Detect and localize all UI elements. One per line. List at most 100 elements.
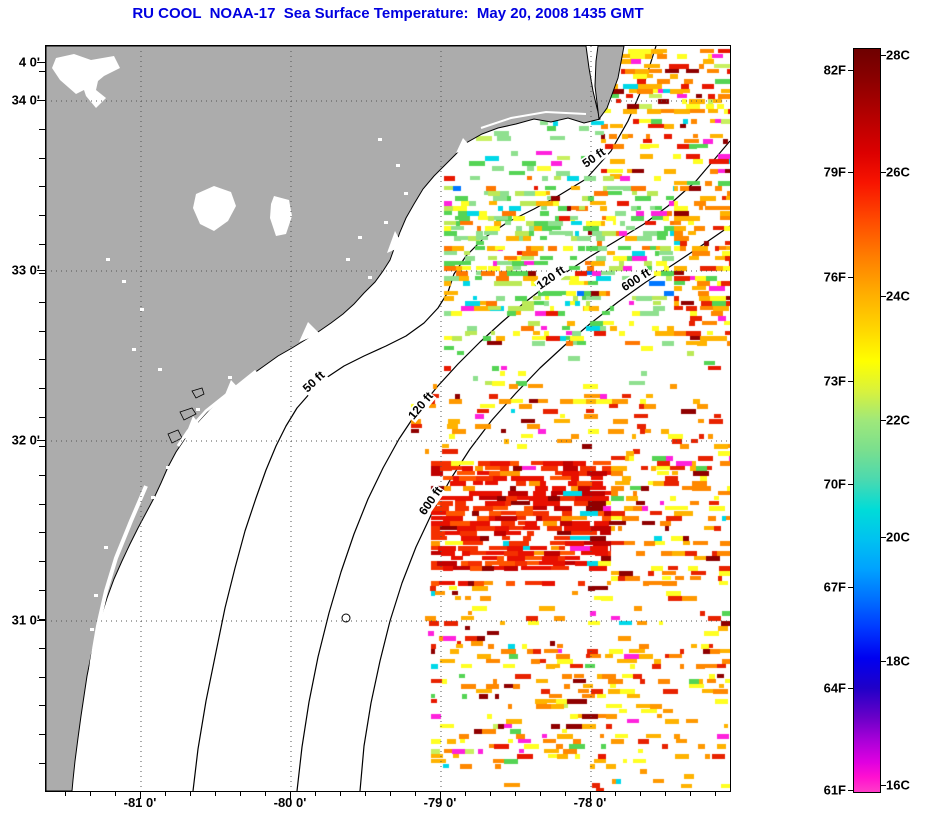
colorbar-tick	[848, 381, 853, 382]
axis-minor-tick	[39, 359, 45, 360]
axis-minor-tick	[540, 791, 541, 796]
axis-minor-tick	[39, 388, 45, 389]
colorbar-tick	[881, 420, 886, 421]
axis-minor-tick	[340, 791, 341, 796]
cloud-speck	[404, 192, 408, 195]
cloud-mask-patch	[52, 54, 120, 94]
sst-pixel-layer	[46, 46, 730, 791]
axis-minor-tick	[39, 504, 45, 505]
land-coastline-layer	[46, 46, 730, 791]
axis-minor-tick	[65, 791, 66, 796]
colorbar-fahrenheit-label: 79F	[823, 164, 846, 180]
axis-major-tick	[590, 791, 591, 799]
y-axis-tick-label: 32 0'	[11, 432, 40, 448]
axis-minor-tick	[39, 561, 45, 562]
y-axis-tick-label: 34 0'	[11, 92, 40, 108]
axis-minor-tick	[240, 791, 241, 796]
axis-minor-tick	[465, 791, 466, 796]
colorbar-celsius-label: 18C	[886, 653, 910, 669]
axis-minor-tick	[39, 273, 45, 274]
cloud-speck	[104, 546, 108, 549]
cloud-speck	[90, 628, 94, 631]
axis-minor-tick	[39, 158, 45, 159]
cloud-speck	[368, 276, 372, 279]
x-axis-tick-label: -79 0'	[423, 795, 457, 810]
contour-depth-label: 50 ft	[299, 368, 329, 396]
colorbar-tick	[848, 70, 853, 71]
axis-minor-tick	[39, 215, 45, 216]
coastal-waterway	[480, 110, 587, 129]
axis-minor-tick	[715, 791, 716, 796]
bathymetry-contours-layer	[192, 46, 730, 791]
colorbar-celsius-label: 28C	[886, 47, 910, 63]
cloud-speck	[122, 280, 126, 283]
axis-major-tick	[37, 620, 45, 621]
axis-major-tick	[37, 440, 45, 441]
cloud-speck	[106, 258, 110, 261]
axis-minor-tick	[415, 791, 416, 796]
cloud-speck	[132, 348, 136, 351]
cloud-speck	[346, 258, 350, 261]
colorbar-tick	[848, 688, 853, 689]
axis-major-tick	[440, 791, 441, 799]
coastal-inlet	[184, 416, 204, 439]
axis-minor-tick	[365, 791, 366, 796]
axis-minor-tick	[115, 791, 116, 796]
axis-minor-tick	[515, 791, 516, 796]
cloud-speck	[384, 221, 388, 224]
coastal-island	[191, 387, 205, 399]
cloud-speck	[151, 496, 155, 499]
cloud-speck	[140, 308, 144, 311]
coastal-waterway	[176, 369, 257, 447]
colorbar-tick	[881, 785, 886, 786]
axis-major-tick	[290, 791, 291, 799]
cloud-speck	[158, 368, 162, 371]
mainland	[46, 46, 601, 791]
axis-minor-tick	[39, 446, 45, 447]
colorbar-tick	[848, 172, 853, 173]
colorbar-tick	[881, 537, 886, 538]
axis-major-tick	[37, 270, 45, 271]
colorbar-celsius-label: 24C	[886, 288, 910, 304]
colorbar-tick	[848, 277, 853, 278]
axis-minor-tick	[315, 791, 316, 796]
colorbar-tick	[881, 296, 886, 297]
colorbar-fahrenheit-label: 82F	[823, 62, 846, 78]
axis-minor-tick	[39, 648, 45, 649]
axis-minor-tick	[39, 763, 45, 764]
colorbar-tick	[848, 587, 853, 588]
contour-depth-label: 120 ft	[533, 262, 569, 293]
colorbar-tick	[848, 790, 853, 791]
colorbar-tick	[881, 172, 886, 173]
map-plot-area: 50 ft 120 ft 600 ft 50 ft 120 ft 600 ft	[45, 45, 731, 792]
axis-minor-tick	[39, 71, 45, 72]
axis-minor-tick	[665, 791, 666, 796]
colorbar-gradient	[853, 48, 881, 793]
coastal-island	[179, 407, 197, 421]
coastal-inlet	[222, 380, 244, 402]
coastal-waterway	[77, 485, 148, 791]
y-axis-tick-label: 31 0'	[11, 612, 40, 628]
cape-fear-east-bank	[594, 46, 625, 121]
axis-minor-tick	[565, 791, 566, 796]
cloud-speck	[378, 138, 382, 141]
colorbar-tick	[881, 55, 886, 56]
colorbar-tick	[848, 484, 853, 485]
figure-title: RU COOL NOAA-17 Sea Surface Temperature:…	[132, 5, 644, 22]
axis-minor-tick	[90, 791, 91, 796]
y-axis-tick-label: 33 0'	[11, 262, 40, 278]
colorbar-celsius-label: 26C	[886, 164, 910, 180]
axis-minor-tick	[39, 244, 45, 245]
cloud-mask-patch	[193, 186, 236, 231]
x-axis-tick-label: -81 0'	[123, 795, 157, 810]
coastal-island	[167, 429, 183, 444]
axis-major-tick	[140, 791, 141, 799]
cloud-speck	[166, 466, 170, 469]
contour-depth-label: 50 ft	[579, 144, 609, 171]
cloud-speck	[196, 408, 200, 411]
axis-minor-tick	[690, 791, 691, 796]
cloud-speck	[396, 164, 400, 167]
colorbar-celsius-label: 16C	[886, 777, 910, 793]
axis-minor-tick	[39, 590, 45, 591]
axis-minor-tick	[39, 129, 45, 130]
